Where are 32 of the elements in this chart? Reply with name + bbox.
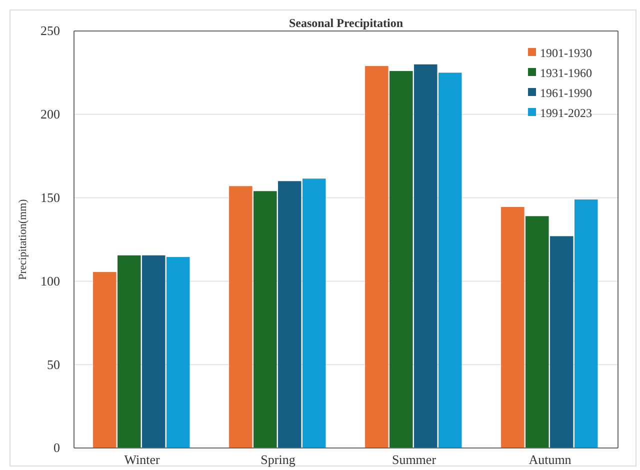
bar: [390, 71, 413, 448]
bar: [254, 191, 277, 448]
bar: [118, 255, 141, 448]
legend-label: 1991-2023: [540, 106, 592, 120]
x-tick-label: Winter: [124, 452, 160, 468]
bar: [93, 272, 116, 448]
y-tick-label: 150: [40, 190, 60, 205]
bar: [414, 64, 438, 448]
bar: [229, 186, 252, 448]
x-tick-label: Autumn: [528, 452, 572, 468]
legend-label: 1961-1990: [540, 86, 592, 100]
bar: [302, 178, 326, 448]
bar: [438, 72, 462, 448]
bar: [142, 255, 166, 448]
bar: [526, 216, 549, 448]
bar: [574, 199, 598, 448]
bar: [365, 66, 388, 448]
chart-title: Seasonal Precipitation: [288, 16, 404, 30]
y-axis-title: Precipitation(mm): [17, 198, 29, 280]
x-tick-label: Spring: [260, 452, 296, 468]
y-tick-label: 250: [40, 23, 60, 38]
y-tick-label: 50: [47, 356, 60, 372]
bar: [166, 257, 190, 448]
y-tick-label: 100: [40, 273, 60, 288]
legend-label: 1931-1960: [540, 66, 592, 80]
y-tick-label: 200: [40, 106, 60, 122]
bar: [278, 181, 302, 448]
bar: [550, 236, 574, 448]
bar: [501, 206, 524, 448]
x-tick-label: Summer: [392, 452, 437, 468]
y-tick-label: 0: [54, 440, 60, 456]
legend-label: 1901-1930: [540, 46, 592, 60]
